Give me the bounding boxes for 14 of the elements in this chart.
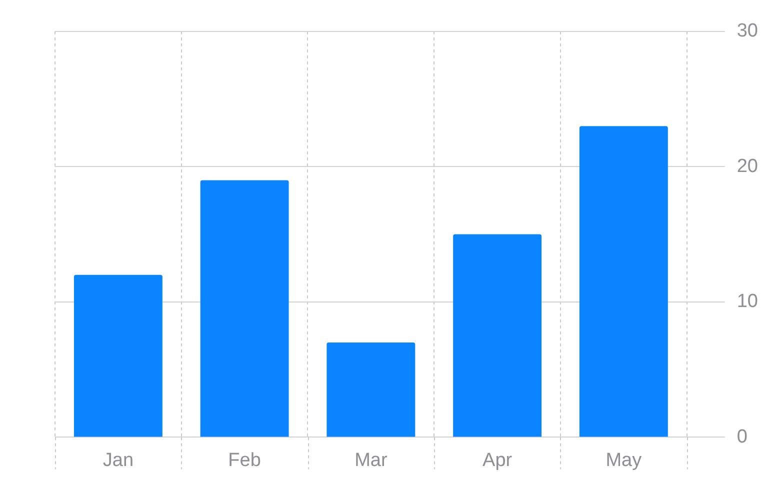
x-tick-label: Mar bbox=[354, 450, 388, 471]
x-tick-label: Jan bbox=[102, 450, 134, 471]
x-tick-label: Feb bbox=[228, 450, 261, 471]
x-tick-label: May bbox=[606, 450, 642, 471]
y-tick-label: 0 bbox=[736, 426, 748, 448]
y-tick-label: 10 bbox=[736, 291, 758, 312]
bar bbox=[326, 342, 416, 437]
bar bbox=[453, 234, 542, 437]
y-tick-label: 20 bbox=[736, 156, 758, 177]
y-tick-label: 30 bbox=[736, 20, 758, 42]
x-tick-label: Apr bbox=[482, 450, 513, 471]
bar bbox=[579, 126, 668, 437]
bar bbox=[74, 274, 162, 437]
bar bbox=[200, 180, 289, 437]
